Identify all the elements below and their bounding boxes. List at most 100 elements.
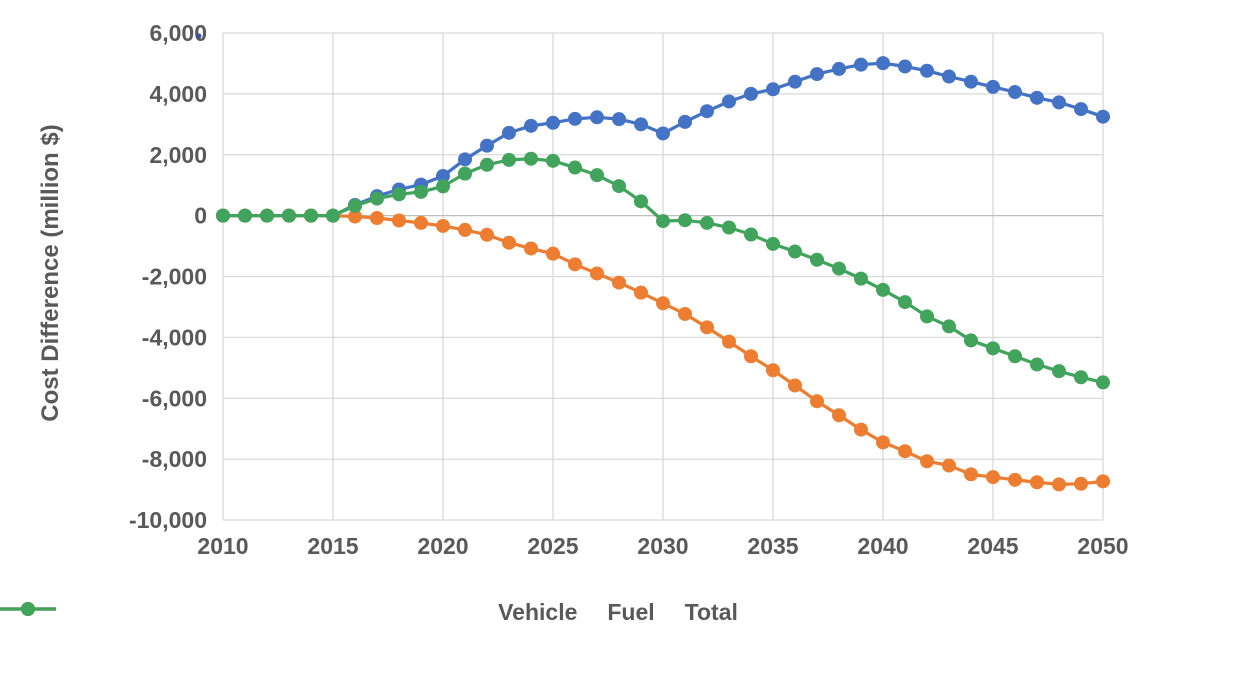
data-point-marker [832, 408, 846, 423]
data-point-marker [876, 435, 890, 450]
data-point-marker [986, 79, 1000, 94]
data-point-marker [546, 246, 560, 261]
data-point-marker [986, 341, 1000, 356]
data-point-marker [414, 215, 428, 230]
data-point-marker [612, 112, 626, 127]
data-point-marker [480, 138, 494, 153]
data-point-marker [854, 422, 868, 437]
data-point-marker [1030, 357, 1044, 372]
data-point-marker [1074, 370, 1088, 385]
data-point-marker [370, 191, 384, 206]
y-tick-label: -2,000 [142, 264, 207, 290]
y-tick-label: 4,000 [149, 81, 207, 107]
data-point-marker [766, 363, 780, 378]
y-tick-label: 6,000 [149, 20, 207, 46]
data-point-marker [722, 94, 736, 109]
data-point-marker [810, 252, 824, 267]
y-tick-label: -8,000 [142, 446, 207, 472]
data-point-marker [898, 59, 912, 74]
y-tick-label: 0 [194, 203, 207, 229]
data-point-marker [634, 117, 648, 132]
legend-label: Fuel [607, 599, 655, 625]
data-point-marker [392, 187, 406, 202]
data-point-marker [436, 179, 450, 194]
x-tick-label: 2030 [637, 533, 688, 559]
legend-item-vehicle: Vehicle [0, 599, 578, 625]
data-point-marker [238, 208, 252, 223]
data-point-marker [1096, 109, 1110, 124]
data-point-marker [502, 125, 516, 140]
y-axis-title: Cost Difference (million $) [37, 124, 64, 421]
data-point-marker [634, 285, 648, 300]
data-point-marker [304, 208, 318, 223]
data-point-marker [1008, 349, 1022, 364]
legend-label: Vehicle [498, 599, 578, 625]
chart-legend: Vehicle Fuel Total [0, 601, 1236, 624]
legend-item-total: Total [0, 599, 738, 625]
data-point-marker [722, 220, 736, 235]
data-point-marker [942, 69, 956, 84]
data-point-marker [964, 74, 978, 89]
data-point-marker [1096, 375, 1110, 390]
x-tick-label: 2045 [967, 533, 1018, 559]
data-point-marker [744, 227, 758, 242]
data-point-marker [678, 306, 692, 321]
x-tick-label: 2020 [417, 533, 468, 559]
data-point-marker [766, 236, 780, 251]
data-point-marker [788, 244, 802, 259]
data-point-marker [898, 444, 912, 459]
series-total [216, 151, 1110, 390]
data-point-marker [546, 115, 560, 130]
data-point-marker [436, 169, 450, 184]
data-point-marker [964, 467, 978, 482]
data-point-marker [634, 194, 648, 209]
data-point-marker [436, 218, 450, 233]
data-point-marker [458, 166, 472, 181]
data-point-marker [1030, 475, 1044, 490]
gridlines [222, 32, 1104, 521]
data-point-marker [348, 198, 362, 213]
data-point-marker [502, 235, 516, 250]
data-point-marker [1052, 95, 1066, 110]
data-point-marker [876, 56, 890, 71]
data-point-marker [1052, 477, 1066, 492]
data-point-marker [920, 309, 934, 324]
data-point-marker [678, 213, 692, 228]
data-point-marker [1096, 474, 1110, 489]
data-point-marker [788, 74, 802, 89]
data-point-marker [810, 67, 824, 82]
data-point-marker [480, 227, 494, 242]
data-point-marker [568, 111, 582, 126]
data-point-marker [502, 152, 516, 167]
data-point-marker [832, 61, 846, 76]
data-point-marker [656, 214, 670, 229]
data-point-marker [656, 296, 670, 311]
data-point-marker [700, 104, 714, 119]
x-tick-label: 2050 [1077, 533, 1128, 559]
data-point-marker [1074, 102, 1088, 117]
data-point-marker [590, 168, 604, 183]
data-point-marker [568, 160, 582, 175]
data-point-marker [216, 208, 230, 223]
data-point-marker [414, 184, 428, 199]
legend-dot [21, 602, 35, 616]
data-point-marker [546, 153, 560, 168]
data-point-marker [524, 151, 538, 166]
data-point-marker [700, 320, 714, 335]
legend-marker-icon [0, 602, 56, 616]
data-point-marker [590, 110, 604, 125]
data-point-marker [876, 282, 890, 297]
data-point-marker [458, 222, 472, 237]
data-point-marker [920, 454, 934, 469]
data-point-marker [656, 126, 670, 141]
data-point-marker [1030, 90, 1044, 105]
stray-dot [196, 33, 202, 39]
data-point-marker [788, 378, 802, 393]
legend-label: Total [684, 599, 738, 625]
axis-tick-labels: 6,000 4,000 2,000 0 -2,000 -4,000 -6,000 -8,000… [129, 20, 1129, 559]
x-tick-label: 2025 [527, 533, 578, 559]
data-point-marker [1008, 85, 1022, 100]
data-point-marker [766, 82, 780, 97]
